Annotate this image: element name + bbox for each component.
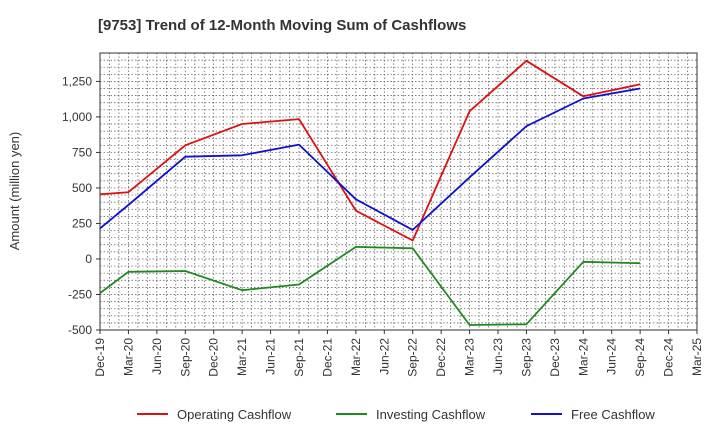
x-axis-ticks: Dec-19 Mar-20 Jun-20 Sep-20 Dec-20 Mar-21 Jun-… xyxy=(93,330,704,377)
x-tick-label: Dec-24 xyxy=(662,338,676,377)
x-tick-label: Mar-24 xyxy=(576,338,590,376)
x-tick-label: Dec-19 xyxy=(93,338,107,377)
x-tick-label: Sep-24 xyxy=(633,338,647,377)
x-tick-label: Sep-22 xyxy=(406,338,420,377)
x-tick-label: Mar-20 xyxy=(121,338,135,376)
legend-label-free-cashflow: Free Cashflow xyxy=(571,407,655,422)
y-tick-label: 0 xyxy=(85,252,92,266)
y-tick-label: -500 xyxy=(68,323,92,337)
x-tick-label: Jun-20 xyxy=(150,338,164,375)
series-line-free-cashflow xyxy=(99,87,641,231)
y-tick-label: 500 xyxy=(72,181,92,195)
x-tick-label: Mar-23 xyxy=(463,338,477,376)
chart-title: [9753] Trend of 12-Month Moving Sum of C… xyxy=(98,17,466,34)
x-tick-label: Mar-25 xyxy=(690,338,704,376)
series-lines xyxy=(99,59,641,326)
x-tick-label: Jun-22 xyxy=(377,338,391,375)
series-line-investing-cashflow xyxy=(99,245,641,326)
y-tick-label: 750 xyxy=(72,145,92,159)
y-tick-label: 1,000 xyxy=(62,110,92,124)
plot-area xyxy=(99,52,698,331)
x-tick-label: Dec-22 xyxy=(434,338,448,377)
legend-label-operating-cashflow: Operating Cashflow xyxy=(177,407,292,422)
x-tick-label: Jun-24 xyxy=(605,338,619,375)
x-tick-label: Mar-21 xyxy=(235,338,249,376)
x-tick-label: Dec-23 xyxy=(548,338,562,377)
y-tick-label: -250 xyxy=(68,287,92,301)
x-tick-label: Jun-23 xyxy=(491,338,505,375)
y-axis-label: Amount (million yen) xyxy=(7,132,22,251)
y-tick-label: 250 xyxy=(72,216,92,230)
legend-label-investing-cashflow: Investing Cashflow xyxy=(376,407,486,422)
y-tick-label: 1,250 xyxy=(62,74,92,88)
series-line-operating-cashflow xyxy=(99,59,641,242)
x-tick-label: Sep-20 xyxy=(178,338,192,377)
x-tick-label: Sep-23 xyxy=(519,338,533,377)
x-tick-label: Mar-22 xyxy=(349,338,363,376)
grid xyxy=(100,53,697,330)
x-tick-label: Dec-20 xyxy=(207,338,221,377)
x-tick-label: Dec-21 xyxy=(320,338,334,377)
y-axis-ticks: -500 -250 0 250 500 750 1,000 1,250 xyxy=(62,74,100,337)
legend: Operating Cashflow Investing Cashflow Free… xyxy=(137,407,655,422)
x-tick-label: Sep-21 xyxy=(292,338,306,377)
x-tick-label: Jun-21 xyxy=(264,338,278,375)
